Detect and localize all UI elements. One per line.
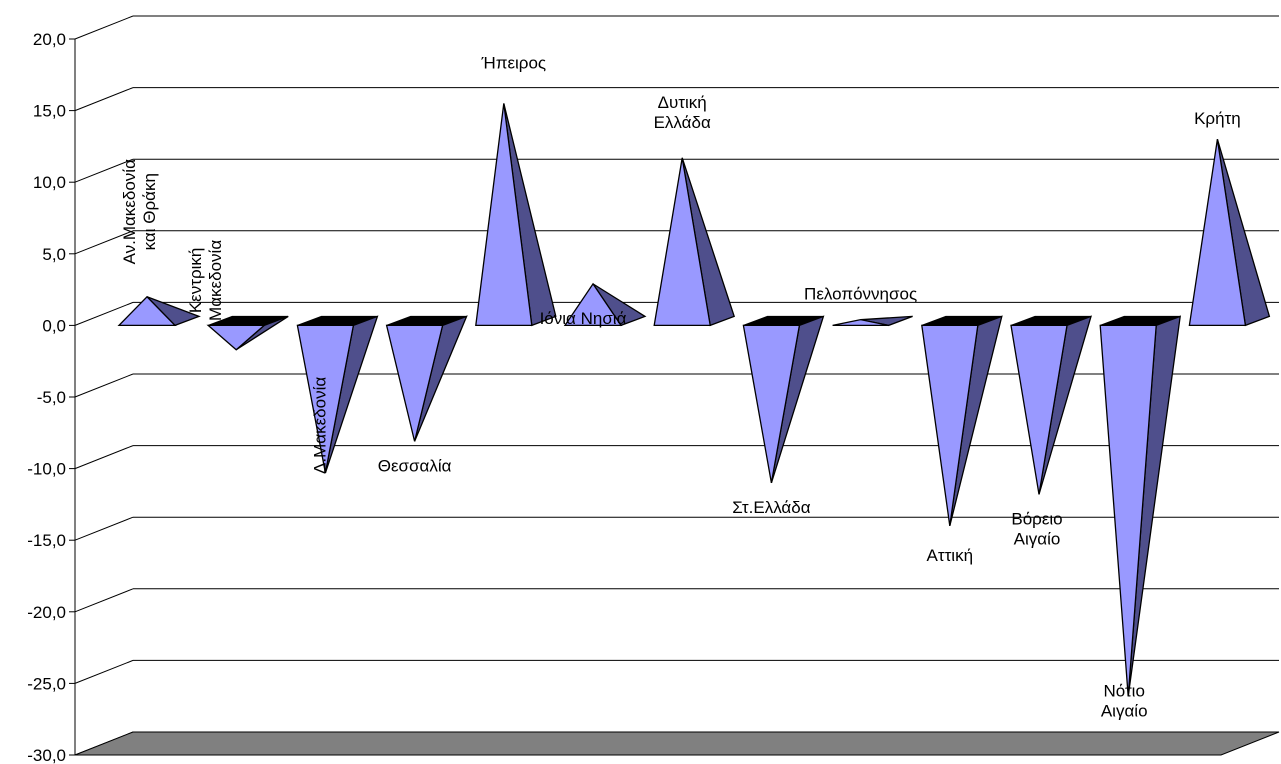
bar-front-face [1099, 324, 1157, 697]
bar-6 [563, 282, 647, 327]
category-label-line: και Θράκη [140, 173, 159, 250]
y-tick-label: -15,0 [27, 531, 66, 550]
bar-front-face [296, 324, 355, 474]
bar-front-face [563, 282, 623, 327]
bar-front-face [832, 319, 889, 327]
gridline-depth [74, 301, 134, 326]
category-label-line: Θεσσαλία [378, 456, 452, 475]
category-label: Αττική [927, 546, 974, 565]
gridline-depth [74, 230, 134, 255]
bar-2 [206, 315, 289, 351]
bar-front-face [653, 157, 711, 327]
category-label: ΚεντρικήΜακεδονία [186, 240, 225, 321]
category-label-line: Μακεδονία [206, 240, 225, 321]
category-label: Δ.Μακεδονία [310, 377, 329, 474]
bar-3 [296, 315, 379, 474]
y-tick-label: -25,0 [27, 674, 66, 693]
gridline-depth [74, 373, 134, 398]
bar-front-face [1010, 324, 1068, 495]
y-tick-label: -30,0 [27, 746, 66, 764]
gridline-depth [74, 516, 134, 541]
category-label-line: Αττική [927, 546, 974, 565]
y-tick-label: 10,0 [33, 173, 66, 192]
category-label-line: Ήπειρος [480, 53, 546, 72]
category-label: Κρήτη [1194, 109, 1241, 128]
category-label: Βόρειο Αιγαίο [1011, 509, 1062, 548]
category-label: Στ.Ελλάδα [732, 498, 811, 517]
category-label-line: Κρήτη [1194, 109, 1241, 128]
data-labels: Αν.Μακεδονίακαι Θράκη ΚεντρικήΜακεδονία Δ.… [120, 53, 1241, 720]
bar-front-face [1188, 139, 1247, 327]
y-tick-label: -10,0 [27, 460, 66, 479]
bar-11 [1010, 315, 1092, 495]
bar-front-face [475, 103, 533, 327]
category-label: Θεσσαλία [378, 456, 452, 475]
bar-7 [653, 157, 736, 327]
category-label-line: Νότιο [1103, 681, 1144, 700]
floor [74, 731, 1280, 756]
y-tick-label: 20,0 [33, 30, 66, 49]
category-label-line: Δυτική [658, 93, 707, 112]
bar-10 [921, 315, 1003, 527]
gridline-depth [74, 659, 134, 684]
category-label-line: Κεντρική [186, 248, 205, 314]
bar-front-face [117, 295, 177, 327]
bar-front-face [742, 324, 801, 484]
category-label: Πελοπόννησος [804, 285, 917, 304]
bar-front-face [921, 324, 979, 526]
category-label-line: Ιόνια Νησιά [540, 309, 627, 328]
category-label: Νότιο Αιγαίο [1101, 681, 1148, 720]
bar-13 [1188, 139, 1271, 327]
bar-front-face [206, 324, 266, 351]
gridline-depth [74, 158, 134, 183]
category-label: Ήπειρος [480, 53, 546, 72]
category-label-line: Βόρειο [1011, 509, 1062, 528]
y-tick-label: 15,0 [33, 102, 66, 121]
category-label: Δυτική Ελλάδα [654, 93, 711, 132]
bars [117, 103, 1271, 697]
y-tick-label: 0,0 [42, 316, 66, 335]
category-label-line: Ελλάδα [654, 113, 711, 132]
bar-5 [475, 103, 557, 327]
y-tick-label: 5,0 [42, 245, 66, 264]
bar-1 [117, 295, 201, 327]
bar-8 [742, 315, 825, 484]
gridline-depth [74, 588, 134, 613]
y-tick-label: -5,0 [37, 388, 66, 407]
category-label-line: Αιγαίο [1014, 529, 1061, 548]
gridline-depth [74, 15, 134, 40]
bar-12 [1099, 315, 1181, 697]
y-axis: 20,0 15,0 10,0 5,0 0,0 -5,0 -10,0 -15,0 -20,0 -25… [27, 30, 76, 764]
bar-front-face [385, 324, 444, 442]
category-label-line: Αιγαίο [1101, 701, 1148, 720]
gridline-depth [74, 445, 134, 470]
category-label: Ιόνια Νησιά [540, 309, 627, 328]
chart-floor [74, 731, 1280, 756]
y-tick-label: -20,0 [27, 603, 66, 622]
category-label-line: Στ.Ελλάδα [732, 498, 811, 517]
gridline-depth [74, 87, 134, 112]
bar-4 [385, 315, 468, 442]
bar-9 [832, 315, 913, 327]
category-label-line: Πελοπόννησος [804, 285, 917, 304]
category-label: Αν.Μακεδονίακαι Θράκη [120, 159, 159, 265]
category-label-line: Αν.Μακεδονία [120, 159, 139, 265]
category-label-line: Δ.Μακεδονία [310, 377, 329, 474]
